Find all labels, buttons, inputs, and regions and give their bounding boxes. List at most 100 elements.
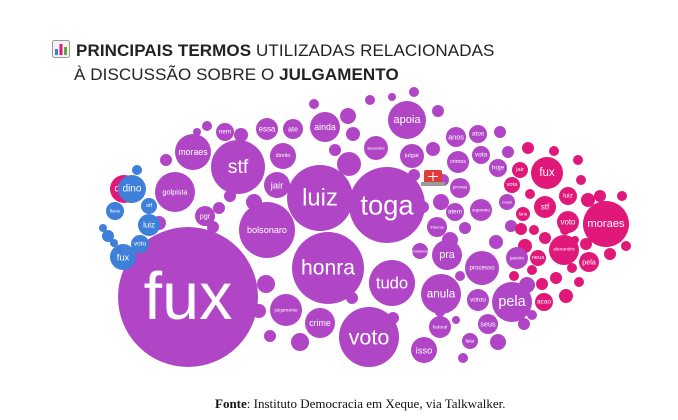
bubble-label: jair xyxy=(270,180,284,191)
term-bubble-jair: jair xyxy=(512,162,528,178)
filler-bubble xyxy=(264,330,276,342)
term-bubble-votou: votou xyxy=(467,289,489,311)
term-bubble-atos: atos xyxy=(469,125,487,143)
term-bubble-anula: anula xyxy=(421,274,461,314)
bubble-label: janeiro xyxy=(509,256,524,261)
filler-bubble xyxy=(576,175,586,185)
term-bubble-nem: nem xyxy=(216,123,234,141)
term-bubble-hoje: hoje xyxy=(489,159,507,177)
term-bubble-julgamento: julgamento xyxy=(270,294,302,326)
bubble-circle xyxy=(504,177,520,193)
term-bubble-crime: crime xyxy=(305,308,335,338)
bubble-circle xyxy=(469,125,487,143)
bubble-label: flavio xyxy=(110,209,121,214)
term-bubble-pra: pra xyxy=(432,240,462,270)
title-bold-2: JULGAMENTO xyxy=(279,65,399,84)
bubble-circle xyxy=(211,140,265,194)
term-bubble-isso: isso xyxy=(411,337,437,363)
filler-bubble xyxy=(346,127,360,141)
term-bubble-tudo: tudo xyxy=(369,260,415,306)
filler-bubble xyxy=(202,121,212,131)
bubble-circle xyxy=(450,178,470,198)
filler-bubble xyxy=(433,194,449,210)
bubble-label: vota xyxy=(475,152,488,159)
filler-bubble xyxy=(110,239,118,247)
bubble-label: processo xyxy=(469,265,495,272)
bubble-circle xyxy=(446,203,464,221)
source-note: Fonte: Instituto Democracia em Xeque, vi… xyxy=(215,396,678,412)
filler-bubble xyxy=(193,128,201,136)
bubble-label: tudo xyxy=(376,274,408,293)
term-bubble-ate: ate xyxy=(283,119,303,139)
bubble-label: hoje xyxy=(492,165,505,172)
term-bubble-janeiro: janeiro xyxy=(506,247,528,269)
bubble-circle xyxy=(388,101,426,139)
bubble-label: tentativas xyxy=(411,249,428,254)
filler-bubble xyxy=(525,189,535,199)
bubble-label: jair xyxy=(515,167,524,173)
bubble-circle xyxy=(549,235,579,265)
term-bubble-fux: fux xyxy=(531,157,563,189)
bubble-circle xyxy=(512,162,528,178)
bubble-label: supremo xyxy=(472,208,490,213)
bubble-circle xyxy=(106,202,124,220)
filler-bubble xyxy=(455,271,465,281)
bubble-circle xyxy=(421,274,461,314)
bubble-label: crimes xyxy=(450,159,466,165)
term-bubble-dino: dino xyxy=(118,175,146,203)
term-bubble-voto: voto xyxy=(339,307,399,367)
term-bubble-moraes: moraes xyxy=(175,134,211,170)
bubble-circle xyxy=(118,175,146,203)
filler-bubble xyxy=(594,190,606,202)
bubble-label: alexandre xyxy=(553,247,575,253)
bubble-label: acao xyxy=(537,299,551,306)
source-label: Fonte xyxy=(215,396,247,411)
term-bubble-bolsonaro: bolsonaro xyxy=(239,202,295,258)
bubble-circle xyxy=(339,307,399,367)
bubble-label: stf xyxy=(146,203,153,209)
term-bubble-pela: pela xyxy=(579,252,599,272)
bubble-circle xyxy=(559,187,577,205)
bubble-label: nem xyxy=(219,129,232,136)
bubble-label: fux xyxy=(539,167,555,179)
term-bubble-honra: honra xyxy=(292,232,364,304)
term-bubble-tentativas: tentativas xyxy=(411,243,429,259)
filler-bubble xyxy=(234,128,248,142)
bubble-circle xyxy=(305,308,335,338)
filler-bubble xyxy=(489,235,503,249)
filler-bubble xyxy=(132,165,142,175)
filler-bubble xyxy=(160,154,172,166)
bubble-circle xyxy=(472,146,490,164)
bubble-label: alexandre xyxy=(367,146,385,151)
term-bubble-falar: falar xyxy=(462,333,478,349)
filler-bubble xyxy=(574,277,584,287)
bubble-label: moraes xyxy=(178,147,208,157)
filler-bubble xyxy=(490,334,506,350)
term-bubble-brasil: brasil xyxy=(499,194,515,210)
title-bold-1: PRINCIPAIS TERMOS xyxy=(76,41,252,60)
filler-bubble xyxy=(329,144,341,156)
filler-bubble xyxy=(409,87,419,97)
bubble-circle xyxy=(256,118,278,140)
filler-bubble xyxy=(213,202,225,214)
filler-bubble xyxy=(527,265,537,275)
filler-bubble xyxy=(505,220,517,232)
filler-bubble xyxy=(617,191,627,201)
term-bubble-moraes: moraes xyxy=(583,201,629,247)
bubble-circle xyxy=(138,214,160,236)
filler-bubble xyxy=(458,353,468,363)
term-bubble-alexandre: alexandre xyxy=(364,136,388,160)
filler-bubble xyxy=(522,142,534,154)
bubble-circle xyxy=(516,207,530,221)
bubble-label: stf xyxy=(228,156,249,178)
bubble-circle xyxy=(579,252,599,272)
bubble-circle xyxy=(557,211,579,233)
bubble-circle xyxy=(349,167,425,243)
filler-bubble xyxy=(518,318,530,330)
filler-bubble xyxy=(621,241,631,251)
filler-bubble xyxy=(529,225,539,235)
bubble-circle xyxy=(467,289,489,311)
filler-bubble xyxy=(337,152,361,176)
filler-bubble xyxy=(580,238,592,250)
bubble-label: bolsonaro xyxy=(247,225,287,235)
